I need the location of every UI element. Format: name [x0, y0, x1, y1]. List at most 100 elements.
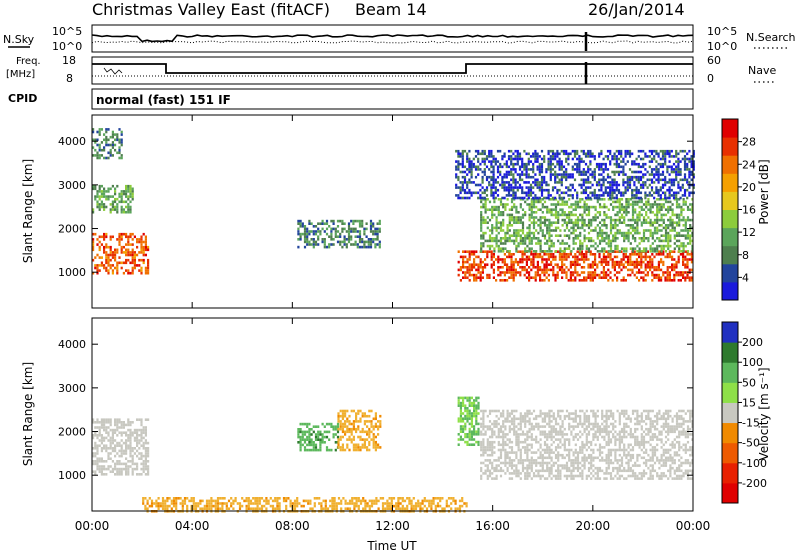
heatmap-cell	[98, 256, 101, 259]
heatmap-cell	[606, 181, 610, 184]
heatmap-cell	[515, 409, 518, 413]
heatmap-cell	[491, 229, 494, 232]
heatmap-cell	[624, 266, 627, 269]
heatmap-cell	[534, 266, 537, 269]
heatmap-cell	[464, 404, 467, 407]
heatmap-cell	[369, 219, 373, 223]
heatmap-cell	[539, 425, 542, 428]
heatmap-cell	[100, 470, 103, 473]
heatmap-cell	[131, 271, 134, 275]
heatmap-cell	[490, 165, 493, 169]
heatmap-cell	[336, 422, 340, 426]
heatmap-cell	[667, 200, 670, 204]
heatmap-cell	[587, 205, 591, 209]
heatmap-cell	[468, 279, 471, 282]
heatmap-cell	[689, 229, 692, 232]
heatmap-cell	[493, 409, 496, 413]
heatmap-cell	[589, 253, 592, 256]
heatmap-cell	[366, 420, 369, 423]
heatmap-cell	[589, 250, 592, 253]
heatmap-cell	[103, 460, 106, 463]
heatmap-cell	[642, 181, 645, 184]
heatmap-cell	[127, 447, 130, 450]
heatmap-cell	[120, 426, 123, 429]
heatmap-cell	[650, 170, 654, 174]
heatmap-cell	[605, 255, 608, 259]
heatmap-cell	[563, 440, 566, 444]
heatmap-cell	[496, 149, 500, 153]
heatmap-cell	[659, 149, 662, 153]
heatmap-cell	[682, 200, 685, 204]
heatmap-cell	[480, 218, 483, 222]
heatmap-cell	[611, 194, 614, 197]
heatmap-cell	[501, 196, 504, 200]
heatmap-cell	[366, 430, 369, 434]
heatmap-cell	[490, 188, 493, 192]
heatmap-cell	[528, 271, 531, 274]
heatmap-cell	[127, 251, 130, 254]
heatmap-cell	[482, 216, 485, 219]
heatmap-cell	[488, 461, 492, 465]
heatmap-cell	[118, 431, 121, 434]
heatmap-cell	[534, 273, 537, 277]
heatmap-cell	[519, 258, 522, 261]
heatmap-cell	[605, 273, 608, 277]
heatmap-cell	[468, 160, 471, 163]
heatmap-cell	[545, 188, 548, 192]
heatmap-cell	[631, 247, 635, 250]
heatmap-cell	[677, 258, 680, 261]
heatmap-cell	[660, 218, 663, 222]
heatmap-cell	[559, 208, 562, 211]
heatmap-cell	[557, 213, 560, 217]
heatmap-cell	[634, 226, 637, 230]
heatmap-cell	[683, 191, 687, 195]
heatmap-cell	[147, 271, 150, 275]
heatmap-cell	[529, 155, 533, 158]
heatmap-cell	[625, 247, 628, 250]
heatmap-cell	[486, 464, 489, 467]
heatmap-cell	[612, 239, 615, 243]
heatmap-cell	[554, 420, 558, 423]
heatmap-cell	[359, 435, 362, 439]
heatmap-cell	[125, 269, 128, 272]
heatmap-cell	[585, 253, 588, 256]
nsky-label: N.Sky	[3, 33, 35, 46]
heatmap-cell	[539, 229, 542, 232]
heatmap-cell	[532, 216, 536, 219]
heatmap-cell	[604, 165, 607, 169]
heatmap-cell	[129, 421, 132, 424]
heatmap-cell	[686, 234, 690, 237]
heatmap-cell	[669, 239, 672, 243]
heatmap-cell	[616, 247, 619, 250]
heatmap-cell	[681, 149, 684, 153]
heatmap-cell	[627, 211, 630, 214]
heatmap-cell	[584, 170, 588, 174]
heatmap-cell	[348, 422, 351, 426]
heatmap-cell	[358, 232, 362, 236]
heatmap-cell	[535, 211, 538, 214]
heatmap-cell	[539, 443, 542, 447]
heatmap-cell	[661, 191, 665, 195]
heatmap-cell	[642, 208, 646, 211]
heatmap-cell	[94, 154, 97, 157]
heatmap-cell	[116, 197, 119, 201]
heatmap-cell	[133, 264, 136, 267]
heatmap-cell	[129, 444, 132, 447]
heatmap-cell	[363, 240, 366, 244]
heatmap-cell	[532, 417, 536, 421]
heatmap-cell	[466, 250, 469, 253]
heatmap-cell	[495, 469, 498, 473]
heatmap-cell	[603, 231, 606, 235]
heatmap-cell	[325, 219, 329, 223]
heatmap-cell	[501, 271, 504, 274]
heatmap-cell	[585, 279, 588, 282]
heatmap-cell	[341, 435, 344, 439]
heatmap-cell	[562, 152, 566, 156]
heatmap-cell	[598, 183, 601, 187]
heatmap-cell	[127, 187, 130, 191]
nsearch-label: N.Search	[746, 31, 796, 44]
heatmap-cell	[455, 186, 458, 189]
heatmap-cell	[495, 234, 498, 237]
heatmap-cell	[129, 452, 132, 455]
heatmap-cell	[122, 210, 125, 214]
